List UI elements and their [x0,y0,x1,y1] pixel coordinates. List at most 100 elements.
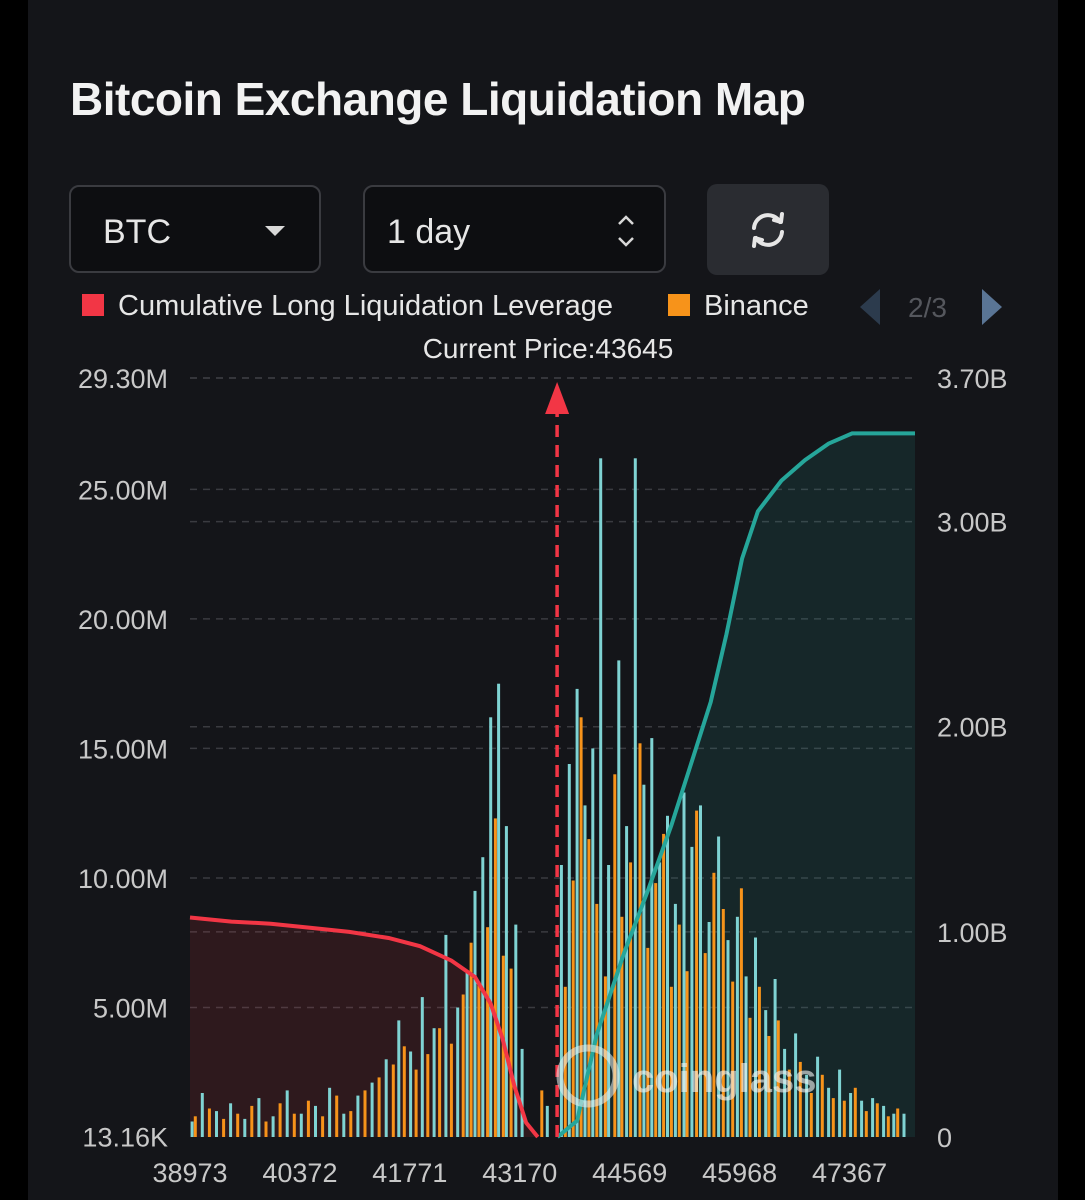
binance-bar [391,1064,395,1137]
binance-bar [721,909,725,1137]
other-exchange-bar [444,934,448,1137]
coin-select[interactable]: BTC [69,185,321,273]
area-layer [190,433,915,1137]
binance-bar [579,717,583,1137]
other-exchange-bar [816,1056,820,1137]
binance-bar [477,981,481,1137]
binance-bar [654,883,658,1137]
other-exchange-bar [871,1098,875,1137]
binance-bar [685,971,689,1137]
legend-item-binance[interactable]: Binance [668,290,809,323]
legend-item-long[interactable]: Cumulative Long Liquidation Leverage [82,290,613,323]
x-tick-label: 47367 [812,1158,887,1188]
binance-bar [402,1046,406,1137]
binance-bar [426,1054,430,1137]
other-exchange-bar [783,1048,787,1137]
binance-bar [820,1074,824,1137]
binance-bar [677,924,681,1137]
other-exchange-bar [384,1059,388,1137]
binance-bar [509,968,513,1137]
binance-bar [278,1103,282,1137]
timeframe-select[interactable]: 1 day [363,185,666,273]
other-exchange-bar [356,1095,360,1137]
y-left-tick-label: 29.30M [78,364,168,394]
binance-bar [695,810,699,1137]
y-right-tick-label: 2.00B [937,713,1008,743]
other-exchange-bar [717,836,721,1137]
other-exchange-bar [243,1118,247,1137]
stepper-icon [618,215,634,247]
other-exchange-bar [567,764,571,1137]
binance-bar [222,1118,226,1137]
binance-bar [896,1108,900,1137]
other-exchange-bar [735,916,739,1137]
y-left-tick-label: 20.00M [78,605,168,635]
other-exchange-bar [617,660,621,1137]
other-exchange-bar [328,1087,332,1137]
other-exchange-bar [342,1113,346,1137]
binance-bar [587,839,591,1137]
other-exchange-bar [285,1090,289,1137]
other-exchange-bar [465,971,469,1137]
binance-bar [731,981,735,1137]
y-right-tick-label: 0 [937,1123,952,1153]
binance-bar [620,916,624,1137]
coinglass-watermark [556,1044,620,1108]
y-left-tick-label: 13.16K [82,1123,168,1153]
other-exchange-bar [744,976,748,1137]
binance-bar [335,1095,339,1137]
other-exchange-bar [805,1074,809,1137]
other-exchange-bar [583,805,587,1137]
binance-bar [493,818,497,1137]
binance-bar [886,1116,890,1137]
other-exchange-bar [481,857,485,1137]
binance-bar [739,888,743,1137]
binance-bar [629,862,633,1137]
binance-bar [306,1100,310,1137]
binance-bar [831,1098,835,1137]
refresh-button[interactable] [707,184,829,275]
other-exchange-bar [658,862,662,1137]
binance-bar [809,1093,813,1137]
binance-bar [571,880,575,1137]
other-exchange-bar [200,1093,204,1137]
bar-layer [190,458,906,1137]
binance-bar [646,947,650,1137]
binance-bar [662,833,666,1137]
binance-bar [669,986,673,1137]
chevron-left-icon[interactable] [858,288,882,326]
binance-bar [349,1111,353,1137]
other-exchange-bar [673,903,677,1137]
x-tick-label: 45968 [702,1158,777,1188]
binance-bar [767,1036,771,1137]
binance-bar [875,1103,879,1137]
binance-bar [193,1116,197,1137]
other-exchange-bar [559,865,563,1137]
other-exchange-bar [456,1007,460,1137]
other-exchange-bar [314,1105,317,1137]
other-exchange-bar [754,937,757,1137]
legend-label-binance: Binance [704,290,809,322]
current-price-marker [545,382,570,1137]
y-right-tick-label: 3.00B [937,508,1008,538]
x-tick-label: 43170 [482,1158,557,1188]
y-left-tick-label: 5.00M [93,993,168,1023]
other-exchange-bar [497,683,501,1137]
caret-down-icon [265,226,285,236]
coin-select-value: BTC [103,213,171,251]
legend-label-long: Cumulative Long Liquidation Leverage [118,290,613,322]
current-price-arrow [545,382,570,414]
line-layer [189,431,915,1139]
other-exchange-bar [545,1105,549,1137]
other-exchange-bar [726,940,730,1137]
binance-bar [703,953,707,1137]
binance-bar [236,1113,240,1137]
legend-pager: 2/3 [858,288,1008,328]
binance-bar [321,1116,325,1137]
other-exchange-bar [271,1116,275,1137]
chevron-right-icon[interactable] [980,288,1004,326]
binance-bar [757,986,761,1137]
binance-bar [712,872,716,1137]
other-exchange-bar [860,1100,864,1137]
